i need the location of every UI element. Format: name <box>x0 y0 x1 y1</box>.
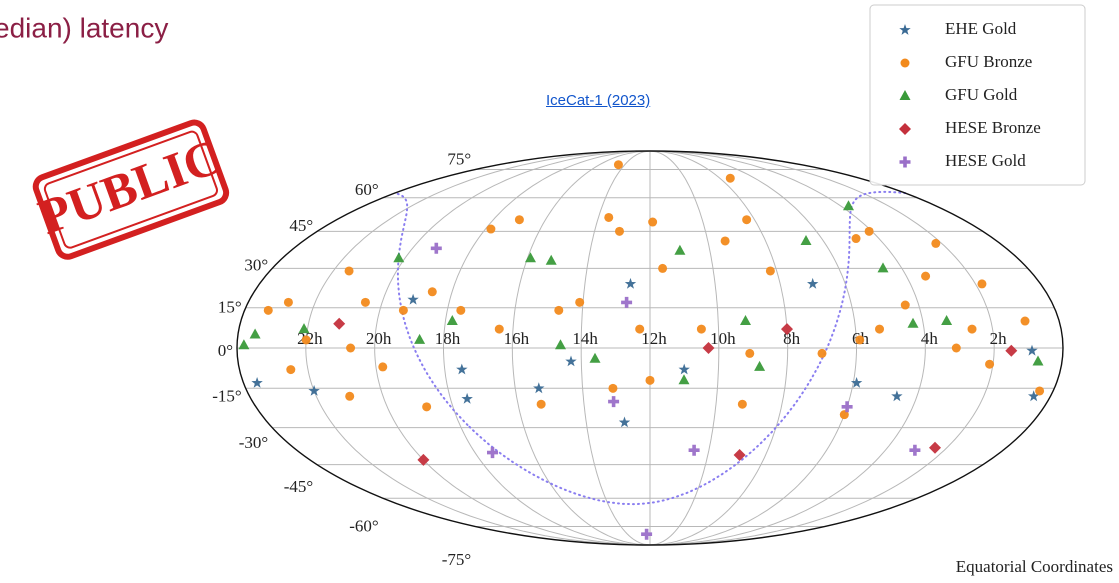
point <box>456 306 465 315</box>
point <box>537 400 546 409</box>
point <box>264 306 273 315</box>
point <box>361 298 370 307</box>
plot-area: 22h20h18h16h14h12h10h8h6h4h2h75°60°45°30… <box>212 150 1063 569</box>
point <box>697 325 706 334</box>
point <box>852 234 861 243</box>
point <box>658 264 667 273</box>
point <box>901 301 910 310</box>
y-tick-label: 30° <box>244 256 268 275</box>
legend-label: HESE Gold <box>945 151 1026 170</box>
legend: EHE Gold GFU Bronze GFU Gold HESE Bronze HES… <box>870 5 1085 185</box>
point <box>575 298 584 307</box>
point <box>486 225 495 234</box>
y-tick-label: 75° <box>447 150 471 169</box>
point <box>745 349 754 358</box>
point <box>345 266 354 275</box>
point <box>614 160 623 169</box>
point <box>738 400 747 409</box>
stamp: PUBLIC <box>28 118 234 262</box>
point <box>931 239 940 248</box>
link[interactable]: IceCat-1 (2023) <box>546 92 650 109</box>
point <box>648 218 657 227</box>
point <box>495 325 504 334</box>
legend-label: GFU Gold <box>945 85 1018 104</box>
point <box>921 272 930 281</box>
point <box>345 392 354 401</box>
legend-label: GFU Bronze <box>945 52 1032 71</box>
point <box>968 325 977 334</box>
y-tick-label: -30° <box>239 433 268 452</box>
point <box>554 306 563 315</box>
point <box>286 365 295 374</box>
point <box>1035 386 1044 395</box>
legend-label: HESE Bronze <box>945 118 1041 137</box>
point <box>865 227 874 236</box>
point <box>515 215 524 224</box>
x-tick-label: 20h <box>366 329 392 348</box>
point <box>721 236 730 245</box>
point <box>1021 317 1030 326</box>
point <box>604 213 613 222</box>
slide: edian) latency PUBLIC 22h20h18h16h14h12h… <box>0 0 1119 583</box>
point <box>346 344 355 353</box>
x-tick-label: 2h <box>990 329 1008 348</box>
y-tick-label: 15° <box>218 298 242 317</box>
y-tick-label: 60° <box>355 180 379 199</box>
point <box>378 362 387 371</box>
annotation: Equatorial Coordinates <box>956 557 1113 576</box>
point <box>646 376 655 385</box>
point <box>952 344 961 353</box>
point <box>428 287 437 296</box>
point <box>766 266 775 275</box>
legend-label: EHE Gold <box>945 19 1017 38</box>
x-tick-label: 12h <box>641 329 667 348</box>
chart: edian) latency PUBLIC 22h20h18h16h14h12h… <box>0 0 1119 583</box>
legend-marker <box>901 59 910 68</box>
point <box>399 306 408 315</box>
x-tick-label: 10h <box>710 329 736 348</box>
x-tick-label: 4h <box>921 329 939 348</box>
x-tick-label: 16h <box>504 329 530 348</box>
y-tick-label: -15° <box>212 387 241 406</box>
point <box>742 215 751 224</box>
point <box>284 298 293 307</box>
y-tick-label: -45° <box>284 477 313 496</box>
y-tick-label: 45° <box>289 216 313 235</box>
point <box>615 227 624 236</box>
point <box>818 349 827 358</box>
y-tick-label: -60° <box>349 517 378 536</box>
point <box>608 384 617 393</box>
point <box>985 360 994 369</box>
point <box>422 402 431 411</box>
point <box>875 325 884 334</box>
x-tick-label: 14h <box>572 329 598 348</box>
x-tick-label: 18h <box>435 329 461 348</box>
point <box>726 174 735 183</box>
slide-title: edian) latency <box>0 12 168 43</box>
point <box>977 279 986 288</box>
point <box>635 325 644 334</box>
y-tick-label: 0° <box>218 341 233 360</box>
point <box>302 335 311 344</box>
point <box>855 335 864 344</box>
y-tick-label: -75° <box>442 550 471 569</box>
